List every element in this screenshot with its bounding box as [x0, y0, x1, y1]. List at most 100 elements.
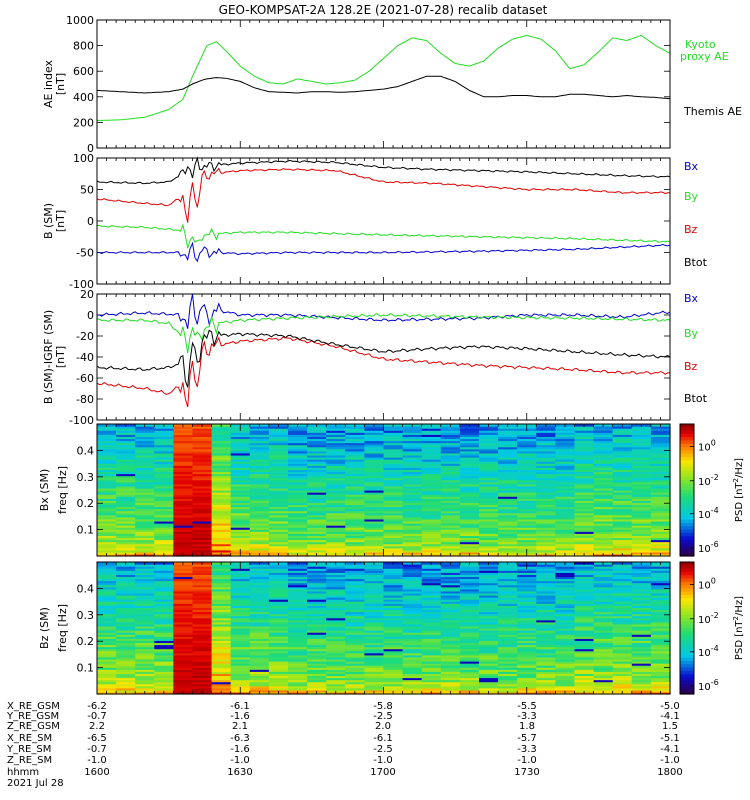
- spectrogram-cell: [116, 656, 136, 660]
- colorbar-segment: [680, 473, 694, 478]
- spectrogram-cell: [650, 603, 671, 606]
- spectrogram-cell: [97, 475, 117, 479]
- spectrogram-cell: [555, 673, 576, 677]
- spectrogram-cell: [612, 510, 633, 514]
- colorbar-segment: [680, 634, 694, 639]
- colorbar-segment: [680, 450, 694, 455]
- spectrogram-cell: [230, 646, 251, 650]
- spectrogram-cell: [288, 648, 308, 652]
- spectrogram-cell: [479, 615, 499, 619]
- spectrogram-cell: [402, 576, 423, 580]
- spectrogram-cell: [249, 430, 270, 433]
- spectrogram-cell: [498, 539, 518, 543]
- spectrogram-cell: [173, 444, 194, 448]
- spectrogram-cell: [574, 518, 595, 522]
- spectrogram-cell: [211, 442, 232, 446]
- spectrogram-cell: [440, 648, 461, 652]
- spectrogram-cell: [154, 578, 174, 582]
- spectrogram-cell: [479, 502, 499, 506]
- spectrogram-cell: [326, 457, 346, 460]
- spectrogram-cell: [268, 570, 289, 573]
- spectrogram-cell: [154, 665, 174, 668]
- spectrogram-cell: [574, 687, 595, 691]
- spectrogram-cell: [211, 683, 232, 687]
- spectrogram-cell: [326, 578, 346, 582]
- colorbar-segment: [680, 546, 694, 550]
- spectrogram-cell: [650, 436, 671, 440]
- spectrogram-cell: [345, 673, 365, 677]
- spectrogram-cell: [440, 500, 461, 503]
- spectrogram-cell: [364, 654, 385, 658]
- spectrogram-cell: [364, 617, 385, 621]
- spectrogram-cell: [612, 658, 633, 662]
- spectrogram-cell: [459, 679, 480, 683]
- spectrogram-cell: [650, 580, 671, 584]
- spectrogram-cell: [383, 518, 404, 522]
- spectrogram-cell: [135, 597, 155, 600]
- spectrogram-cell: [402, 520, 423, 524]
- spectrogram-cell: [173, 619, 194, 623]
- spectrogram-cell: [498, 475, 518, 479]
- spectrogram-cell: [116, 652, 136, 656]
- spectrogram-cell: [555, 537, 576, 541]
- spectrogram-cell: [154, 490, 174, 493]
- spectrogram-cell: [555, 667, 576, 670]
- spectrogram-cell: [364, 663, 385, 666]
- spectrogram-cell: [97, 634, 117, 637]
- spectrogram-cell: [440, 440, 461, 444]
- spectrogram-cell: [383, 568, 404, 571]
- colorbar-segment: [680, 647, 694, 652]
- colorbar-segment: [680, 552, 694, 557]
- spectrogram-cell: [192, 646, 213, 650]
- spectrogram-cell: [479, 510, 499, 514]
- spectrogram-cell: [421, 572, 442, 575]
- spectrogram-cell: [268, 514, 289, 518]
- spectrogram-cell: [211, 469, 232, 473]
- spectrogram-cell: [345, 512, 365, 516]
- spectrogram-cell: [421, 648, 442, 652]
- y-tick-label: 0: [87, 309, 94, 322]
- spectrogram-cell: [154, 531, 174, 534]
- spectrogram-cell: [97, 498, 117, 501]
- spectrogram-cell: [173, 432, 194, 435]
- spectrogram-cell: [345, 446, 365, 450]
- spectrogram-cell: [421, 634, 442, 637]
- spectrogram-cell: [173, 669, 194, 672]
- spectrogram-cell: [192, 681, 213, 685]
- spectrogram-cell: [364, 518, 385, 522]
- spectrogram-cell: [650, 609, 671, 613]
- spectrogram-cell: [574, 494, 595, 497]
- spectrogram-cell: [211, 477, 232, 481]
- spectrogram-cell: [192, 457, 213, 460]
- spectrogram-cell: [288, 665, 308, 668]
- spectrogram-cell: [555, 650, 576, 654]
- spectrogram-cell: [307, 615, 327, 619]
- spectrogram-cell: [364, 549, 385, 553]
- spectrogram-cell: [97, 452, 117, 456]
- spectrogram-cell: [479, 537, 499, 541]
- spectrogram-cell: [479, 539, 499, 543]
- spectrogram-cell: [268, 654, 289, 658]
- plot-frame: [96, 157, 671, 285]
- spectrogram-cell: [268, 446, 289, 450]
- spectrogram-cell: [326, 465, 346, 468]
- spectrogram-cell: [116, 667, 136, 670]
- spectrogram-cell: [249, 588, 270, 592]
- spectrogram-cell: [421, 450, 442, 454]
- spectrogram-cell: [574, 617, 595, 621]
- spectrogram-cell: [192, 679, 213, 683]
- spectrogram-cell: [249, 582, 270, 586]
- spectrogram-cell: [574, 601, 595, 604]
- spectrogram-cell: [288, 485, 308, 489]
- spectrogram-cell: [383, 463, 404, 466]
- spectrogram-cell: [307, 533, 327, 536]
- spectrogram-cell: [268, 572, 289, 575]
- spectrogram-cell: [459, 595, 480, 598]
- spectrogram-cell: [459, 603, 480, 606]
- spectrogram-cell: [517, 512, 537, 516]
- spectrogram-cell: [268, 452, 289, 456]
- spectrogram-cell: [402, 642, 423, 646]
- spectrogram-cell: [383, 623, 404, 627]
- spectrogram-cell: [288, 508, 308, 512]
- spectrogram-cell: [383, 450, 404, 454]
